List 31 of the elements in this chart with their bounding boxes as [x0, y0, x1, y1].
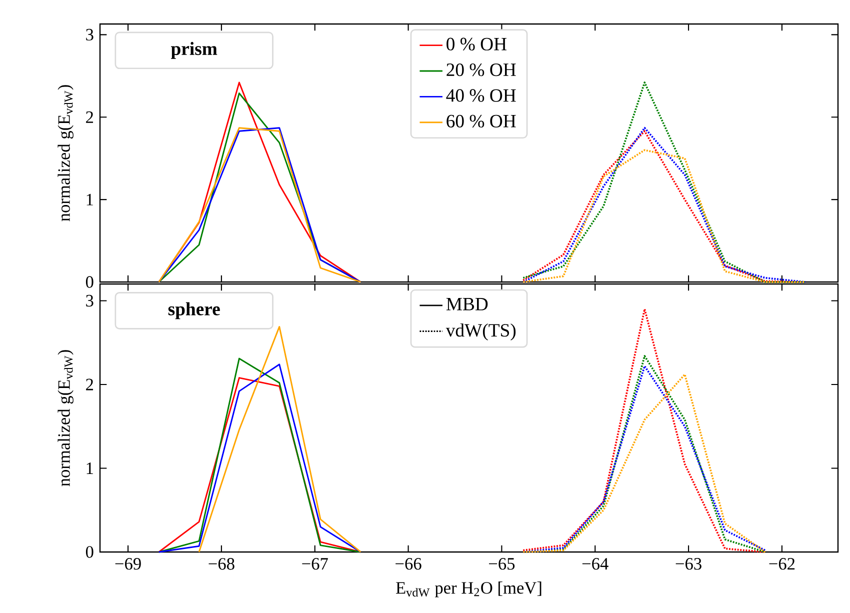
y-axis-title: normalized g(E$_{vdW}$) — [58, 85, 74, 222]
annotation: MBD — [446, 298, 488, 310]
line-series — [522, 82, 806, 283]
y-tick-label: 2 — [86, 378, 94, 390]
annotation: prism — [171, 42, 218, 59]
y-tick-label: 1 — [86, 462, 93, 474]
y-tick-label: 0 — [86, 276, 94, 288]
x-tick-label: −68 — [208, 558, 234, 570]
x-tick-label: −62 — [769, 558, 795, 570]
line-series — [522, 308, 766, 553]
legend-label: 20 % OH — [446, 63, 516, 76]
x-axis-title: E$_{vdW}$ per H$_{2}$O [meV] — [396, 582, 542, 598]
x-tick-label: −66 — [396, 558, 422, 570]
line-series — [158, 127, 362, 283]
annotation: vdW(TS) — [446, 323, 516, 340]
legend-label: 60 % OH — [446, 114, 516, 128]
y-tick-label: 3 — [86, 28, 94, 41]
y-tick-label: 1 — [86, 194, 93, 206]
y-tick-label: 0 — [86, 546, 94, 558]
legend-label: 40 % OH — [446, 89, 516, 102]
x-tick-label: −69 — [115, 558, 141, 570]
y-tick-label: 2 — [86, 111, 94, 123]
x-tick-label: −63 — [676, 558, 702, 570]
x-tick-label: −67 — [302, 558, 328, 570]
legend-label: 0 % OH — [446, 38, 506, 50]
y-axis-title: normalized g(E$_{vdW}$) — [58, 350, 74, 486]
line-series — [198, 326, 362, 553]
annotation: sphere — [168, 302, 220, 320]
x-tick-label: −65 — [488, 558, 515, 570]
x-tick-label: −64 — [582, 558, 608, 570]
y-tick-label: 3 — [86, 294, 94, 307]
